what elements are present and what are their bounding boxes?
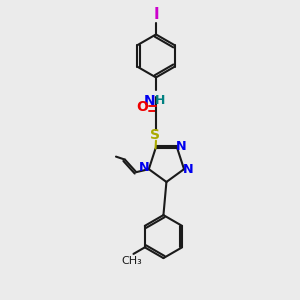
Text: I: I: [153, 7, 159, 22]
Text: N: N: [183, 163, 194, 176]
Text: O: O: [136, 100, 148, 114]
Text: CH₃: CH₃: [122, 256, 142, 266]
Text: H: H: [155, 94, 165, 106]
Text: N: N: [144, 94, 155, 108]
Text: S: S: [150, 128, 160, 142]
Text: N: N: [176, 140, 187, 153]
Text: N: N: [139, 161, 150, 174]
